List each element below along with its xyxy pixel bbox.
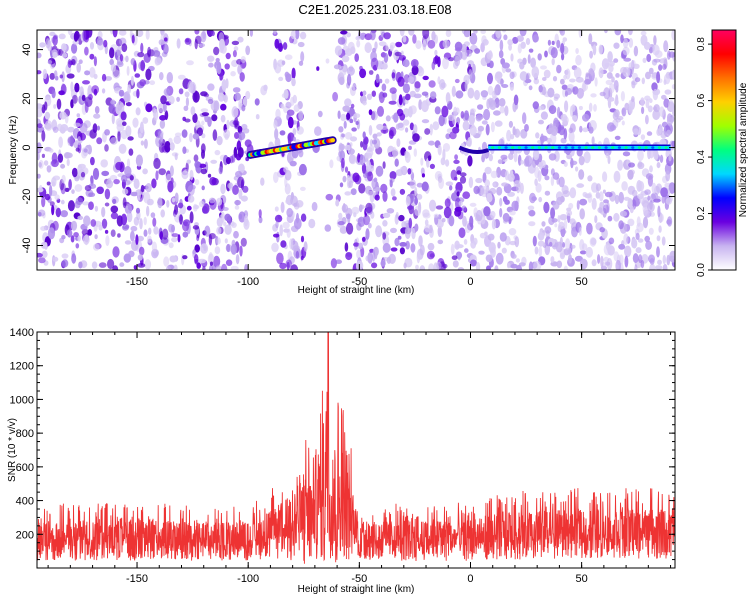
x-tick-label: 50 [576,276,588,288]
colorbar-tick-label: 0.4 [696,150,707,164]
heatmap-frame [36,29,676,271]
x-tick-label: 0 [467,573,473,585]
snr-trace [37,332,675,564]
y-tick-label: 200 [16,529,34,541]
x-tick-label: 50 [576,573,588,585]
x-tick-label: 0 [467,276,473,288]
y-axis-label: Frequency (Hz) [8,116,19,185]
chart-title: C2E1.2025.231.03.18.E08 [298,2,452,17]
y-tick-label: 40 [21,43,33,55]
heatmap-noise [37,30,675,270]
y-tick-label: 1000 [10,394,34,406]
x-tick-label: -100 [237,276,259,288]
colorbar [711,29,737,271]
x-tick-label: -150 [126,276,148,288]
y-tick-label: 20 [21,92,33,104]
y-tick-label: 600 [16,462,34,474]
colorbar-tick-label: 0.6 [696,93,707,107]
x-tick-label: -50 [351,276,367,288]
y-tick-label: 800 [16,428,34,440]
x-tick-label: -50 [351,573,367,585]
colorbar-tick-label: 0.8 [696,37,707,51]
y-tick-label: 400 [16,496,34,508]
x-tick-label: -100 [237,573,259,585]
snr-chart: -150 -100 -50 0 50 200 400 600 800 1000 1200 1400 He… [7,327,676,595]
spectrogram-chart: -150 -100 -50 0 50 -40 -20 0 20 40 Height of strai… [8,29,749,296]
x-axis-label: Height of straight line (km) [298,285,415,296]
y-tick-label: -20 [21,189,33,205]
colorbar-tick-label: 0.0 [696,263,707,277]
y-tick-label: 1400 [10,327,34,339]
y-tick-label: 1200 [10,361,34,373]
y-axis-label: SNR (10 * v/v) [7,418,18,482]
x-tick-label: -150 [126,573,148,585]
signal-streak-1 [246,136,337,159]
y-tick-label: -40 [21,238,33,254]
x-axis-label: Height of straight line (km) [298,584,415,595]
colorbar-label: Normalized spectral amplitude [738,82,749,217]
colorbar-tick-label: 0.2 [696,206,707,220]
y-tick-label: 0 [21,144,33,150]
signal-line-2 [458,144,671,154]
